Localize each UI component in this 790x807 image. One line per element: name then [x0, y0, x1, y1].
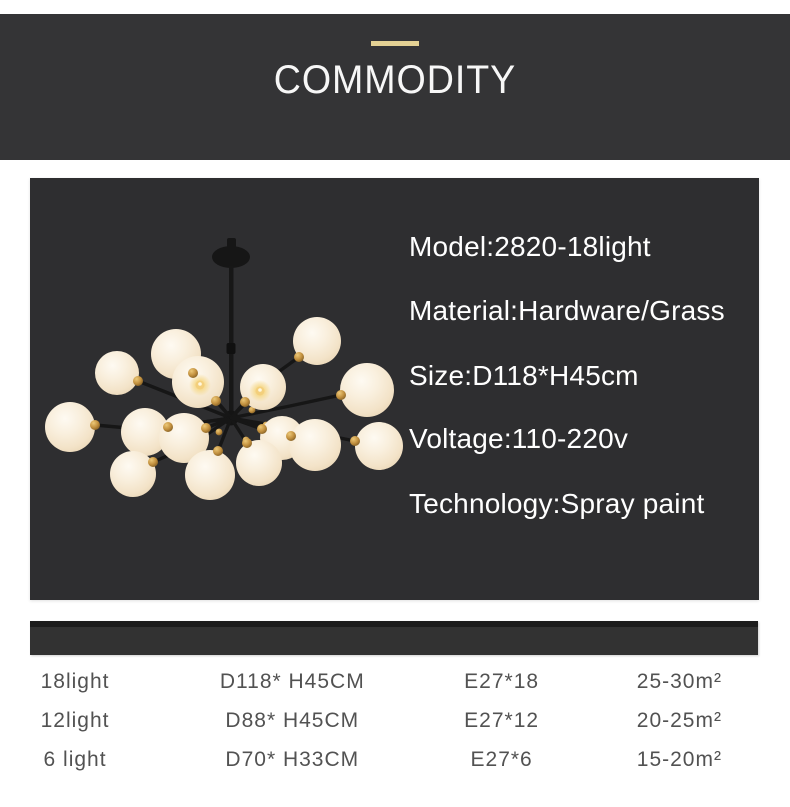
spec-line-size: Size:D118*H45cm [409, 360, 639, 391]
spec-line-technology: Technology:Spray paint [409, 488, 705, 519]
spec-table: 18light D118* H45CM E27*18 25-30m² 12lig… [0, 662, 790, 779]
ceiling-mount [227, 238, 236, 248]
cell-room-area: 15-20m² [636, 747, 722, 771]
page-title: COMMODITY [273, 58, 517, 102]
cell-bulb-type: E27*18 [464, 669, 540, 693]
cell-light-count: 6 light [43, 747, 107, 771]
cell-room-area: 25-30m² [636, 669, 722, 693]
spec-line-voltage: Voltage:110-220v [409, 423, 629, 454]
cell-room-area: 20-25m² [636, 708, 722, 732]
spec-line-material: Material:Hardware/Grass [409, 295, 725, 326]
product-panel: Model:2820-18light Material:Hardware/Gra… [30, 178, 759, 600]
cell-dimensions: D88* H45CM [225, 708, 360, 732]
table-row: 6 light D70* H33CM E27*6 15-20m² [0, 740, 790, 779]
cell-dimensions: D118* H45CM [219, 669, 365, 693]
hanging-rod [229, 266, 234, 414]
cell-bulb-type: E27*6 [470, 747, 533, 771]
spec-line-model: Model:2820-18light [409, 231, 651, 262]
gold-dash-decoration [371, 41, 419, 46]
cell-bulb-type: E27*12 [464, 708, 540, 732]
glass-globes [45, 317, 403, 500]
canopy [212, 246, 250, 268]
cell-light-count: 12light [40, 708, 110, 732]
chandelier-photo [45, 238, 403, 500]
header-band: COMMODITY [0, 14, 790, 160]
divider-bar [30, 621, 758, 655]
cell-dimensions: D70* H33CM [225, 747, 360, 771]
rod-collar [226, 343, 236, 354]
table-row: 18light D118* H45CM E27*18 25-30m² [0, 662, 790, 701]
gold-sockets [90, 352, 360, 467]
table-row: 12light D88* H45CM E27*12 20-25m² [0, 701, 790, 740]
lit-bulbs [189, 374, 271, 402]
cell-light-count: 18light [40, 669, 110, 693]
